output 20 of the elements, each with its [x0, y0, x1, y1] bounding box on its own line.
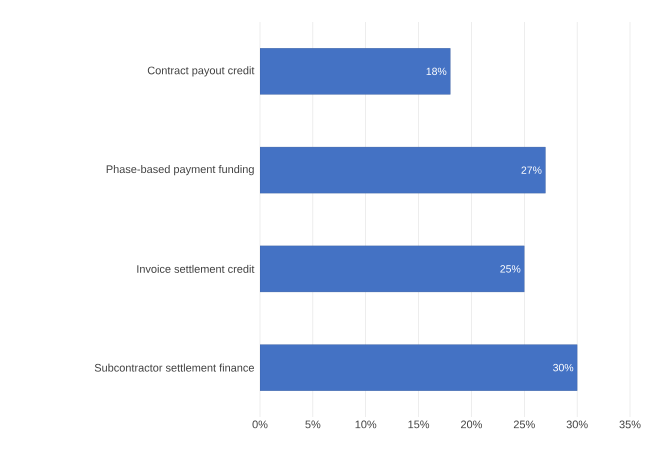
data-label: 18% — [426, 68, 446, 76]
bar — [260, 146, 546, 194]
y-tick-label: Contract payout credit — [148, 66, 254, 76]
bar — [260, 344, 578, 391]
x-tick-label: 20% — [461, 420, 482, 428]
bar — [260, 246, 524, 292]
x-tick-label: 0% — [252, 420, 268, 428]
x-tick-label: 30% — [566, 420, 588, 428]
x-tick-label: 25% — [514, 420, 535, 428]
y-tick-label: Invoice settlement credit — [137, 264, 254, 273]
x-tick-label: 35% — [619, 420, 641, 428]
x-tick-label: 15% — [408, 420, 430, 428]
x-tick-label: 10% — [356, 420, 376, 428]
data-label: 25% — [500, 265, 520, 273]
y-tick-label: Phase-based payment funding — [106, 165, 254, 176]
data-label: 30% — [553, 364, 574, 372]
x-tick-label: 5% — [305, 420, 320, 428]
data-label: 27% — [522, 166, 542, 174]
y-tick-label: Subcontractor settlement finance — [94, 364, 254, 372]
bar — [260, 48, 450, 95]
